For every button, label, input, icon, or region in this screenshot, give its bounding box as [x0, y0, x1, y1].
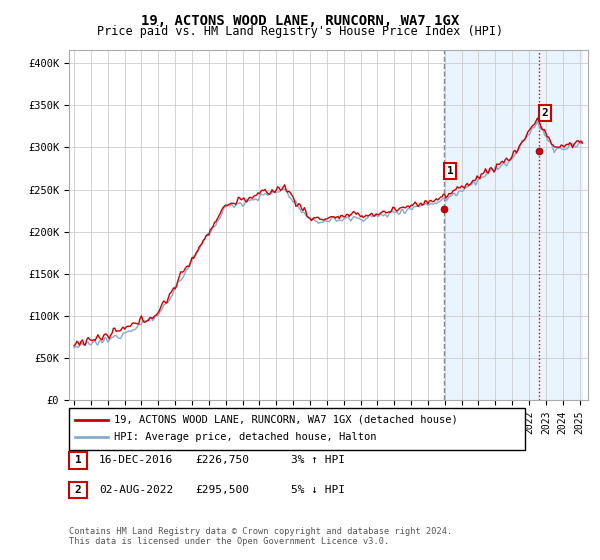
- Text: 19, ACTONS WOOD LANE, RUNCORN, WA7 1GX: 19, ACTONS WOOD LANE, RUNCORN, WA7 1GX: [141, 14, 459, 28]
- Text: 02-AUG-2022: 02-AUG-2022: [99, 485, 173, 495]
- Text: 5% ↓ HPI: 5% ↓ HPI: [291, 485, 345, 495]
- Text: 3% ↑ HPI: 3% ↑ HPI: [291, 455, 345, 465]
- Text: £226,750: £226,750: [195, 455, 249, 465]
- Text: 1: 1: [74, 455, 82, 465]
- Text: Price paid vs. HM Land Registry's House Price Index (HPI): Price paid vs. HM Land Registry's House …: [97, 25, 503, 38]
- Text: £295,500: £295,500: [195, 485, 249, 495]
- Text: 2: 2: [74, 485, 82, 495]
- Text: HPI: Average price, detached house, Halton: HPI: Average price, detached house, Halt…: [114, 432, 377, 442]
- Text: 2: 2: [541, 108, 548, 118]
- Text: 16-DEC-2016: 16-DEC-2016: [99, 455, 173, 465]
- Text: Contains HM Land Registry data © Crown copyright and database right 2024.
This d: Contains HM Land Registry data © Crown c…: [69, 526, 452, 546]
- Text: 19, ACTONS WOOD LANE, RUNCORN, WA7 1GX (detached house): 19, ACTONS WOOD LANE, RUNCORN, WA7 1GX (…: [114, 415, 458, 425]
- Text: 1: 1: [446, 166, 454, 176]
